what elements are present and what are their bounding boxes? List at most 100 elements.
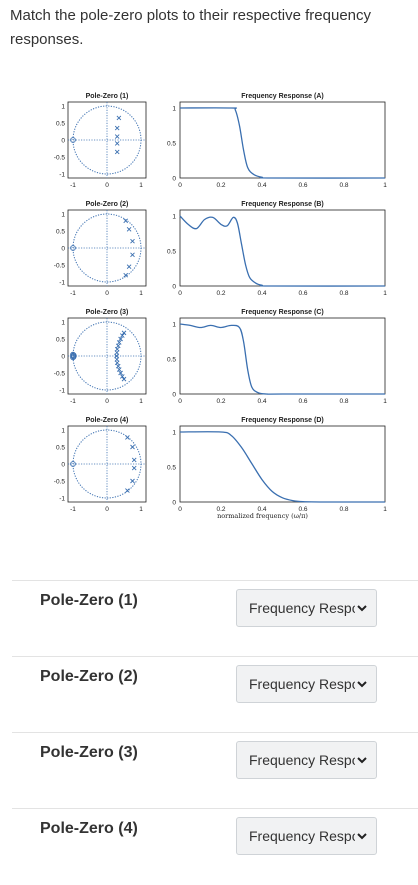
- pole-marker: [115, 363, 121, 369]
- fr-x-tick: 0.8: [339, 182, 348, 189]
- pole-marker: [116, 340, 122, 345]
- fr-y-tick: 1: [172, 214, 176, 221]
- pz-y-tick: 0.5: [56, 121, 65, 128]
- fr-y-tick: 0.5: [167, 141, 176, 148]
- pole-marker: [114, 125, 120, 131]
- pz-y-tick: 0: [61, 354, 65, 361]
- pole-marker: [130, 478, 135, 484]
- fr-y-tick: 1: [172, 430, 176, 437]
- pole-marker: [121, 376, 127, 382]
- chevron-down-icon: [357, 757, 367, 764]
- pole-marker: [116, 367, 122, 372]
- pz-y-tick: -0.5: [54, 479, 66, 486]
- select-value: Frequency Response: [249, 752, 355, 768]
- pz-x-tick: 0: [105, 506, 109, 513]
- pz-y-tick: 0.5: [56, 337, 65, 344]
- pole-marker: [114, 141, 120, 146]
- fr-frame: [179, 317, 386, 395]
- fr-frame: [179, 425, 386, 503]
- fr-x-tick: 0.4: [257, 506, 266, 513]
- fr-x-tick: 0.8: [339, 290, 348, 297]
- fr-x-tick: 0.6: [298, 290, 307, 297]
- fr-x-tick: 0: [178, 182, 182, 189]
- pole-marker: [123, 272, 129, 278]
- pole-marker: [131, 457, 137, 463]
- pz-x-tick: -1: [70, 182, 76, 189]
- pole-zero-figure: Pole-Zero (1) 1 0.5 0 -0.5 -1 -1 0 1 Frequency Re…: [54, 93, 387, 520]
- fr-y-tick: 0.5: [167, 249, 176, 256]
- match-row-1: Pole-Zero (1) Frequency Response: [12, 580, 418, 657]
- zero-marker: [70, 461, 76, 467]
- pole-marker: [130, 238, 135, 244]
- pz-x-tick: 1: [139, 506, 143, 513]
- pole-marker: [125, 435, 130, 440]
- match-row-2: Pole-Zero (2) Frequency Response: [12, 656, 418, 733]
- fr-x-tick: 0.2: [216, 398, 225, 405]
- pz-title: Pole-Zero (2): [86, 201, 129, 208]
- pz-y-tick: 1: [61, 212, 65, 219]
- fr-x-tick: 0.4: [257, 398, 266, 405]
- pz-title: Pole-Zero (3): [86, 309, 129, 316]
- fr-x-tick: 1: [383, 290, 387, 297]
- pole-marker: [119, 374, 125, 379]
- pz-y-tick: -0.5: [54, 155, 66, 162]
- figure: Pole-Zero (1) 1 0.5 0 -0.5 -1 -1 0 1 Frequency Re…: [0, 80, 418, 540]
- pz-y-tick: 1: [61, 320, 65, 327]
- fr-x-tick: 0.6: [298, 398, 307, 405]
- pole-marker: [118, 336, 123, 342]
- response-line: [179, 215, 386, 287]
- fr-x-tick: 0.4: [257, 290, 266, 297]
- fr-frame: [179, 101, 386, 179]
- question-text: Match the pole-zero plots to their respe…: [10, 7, 372, 48]
- fr-x-tick: 0: [178, 398, 182, 405]
- fr-x-tick: 0.8: [339, 506, 348, 513]
- fr-x-tick: 0.6: [298, 182, 307, 189]
- response-select-3[interactable]: Frequency Response: [236, 741, 377, 779]
- pole-marker: [118, 370, 123, 376]
- fr-x-tick: 1: [383, 398, 387, 405]
- pole-marker: [114, 149, 120, 155]
- pole-marker: [130, 252, 135, 258]
- response-select-4[interactable]: Frequency Response: [236, 817, 377, 855]
- pole-marker: [116, 115, 122, 121]
- fr-x-tick: 0.2: [216, 290, 225, 297]
- fr-y-tick: 0: [172, 176, 176, 183]
- pz-y-tick: 0: [61, 138, 65, 145]
- select-value: Frequency Response: [249, 676, 355, 692]
- pz-x-tick: -1: [70, 290, 76, 297]
- pole-marker: [119, 333, 125, 338]
- pole-marker: [130, 444, 135, 450]
- pz-x-tick: 0: [105, 182, 109, 189]
- fr-xlabel: normalized frequency (ω/π): [217, 512, 308, 520]
- pole-marker: [131, 465, 137, 471]
- fr-x-tick: 0.8: [339, 398, 348, 405]
- fr-y-tick: 0: [172, 500, 176, 507]
- row-label: Pole-Zero (2): [40, 668, 138, 685]
- fr-x-tick: 0.4: [257, 182, 266, 189]
- fr-x-tick: 0.2: [216, 506, 225, 513]
- fr-y-tick: 0.5: [167, 357, 176, 364]
- fr-x-tick: 1: [383, 506, 387, 513]
- pole-marker: [121, 330, 127, 336]
- row-label: Pole-Zero (4): [40, 820, 138, 837]
- response-select-2[interactable]: Frequency Response: [236, 665, 377, 703]
- pz-y-tick: 0.5: [56, 229, 65, 236]
- pz-y-tick: -1: [59, 388, 65, 395]
- pz-y-tick: 0: [61, 246, 65, 253]
- pz-x-tick: 0: [105, 290, 109, 297]
- fr-x-tick: 0.6: [298, 506, 307, 513]
- fr-x-tick: 0: [178, 506, 182, 513]
- match-row-4: Pole-Zero (4) Frequency Response: [12, 808, 418, 885]
- pz-x-tick: -1: [70, 506, 76, 513]
- response-select-1[interactable]: Frequency Response: [236, 589, 377, 627]
- fr-y-tick: 0: [172, 284, 176, 291]
- response-line: [179, 323, 385, 395]
- pz-y-tick: 1: [61, 428, 65, 435]
- pole-marker: [123, 218, 129, 224]
- pz-y-tick: 1: [61, 104, 65, 111]
- pole-marker: [125, 488, 130, 493]
- fr-y-tick: 1: [172, 106, 176, 113]
- chevron-down-icon: [357, 681, 367, 688]
- pz-title: Pole-Zero (4): [86, 417, 129, 424]
- fr-frame: [179, 209, 386, 287]
